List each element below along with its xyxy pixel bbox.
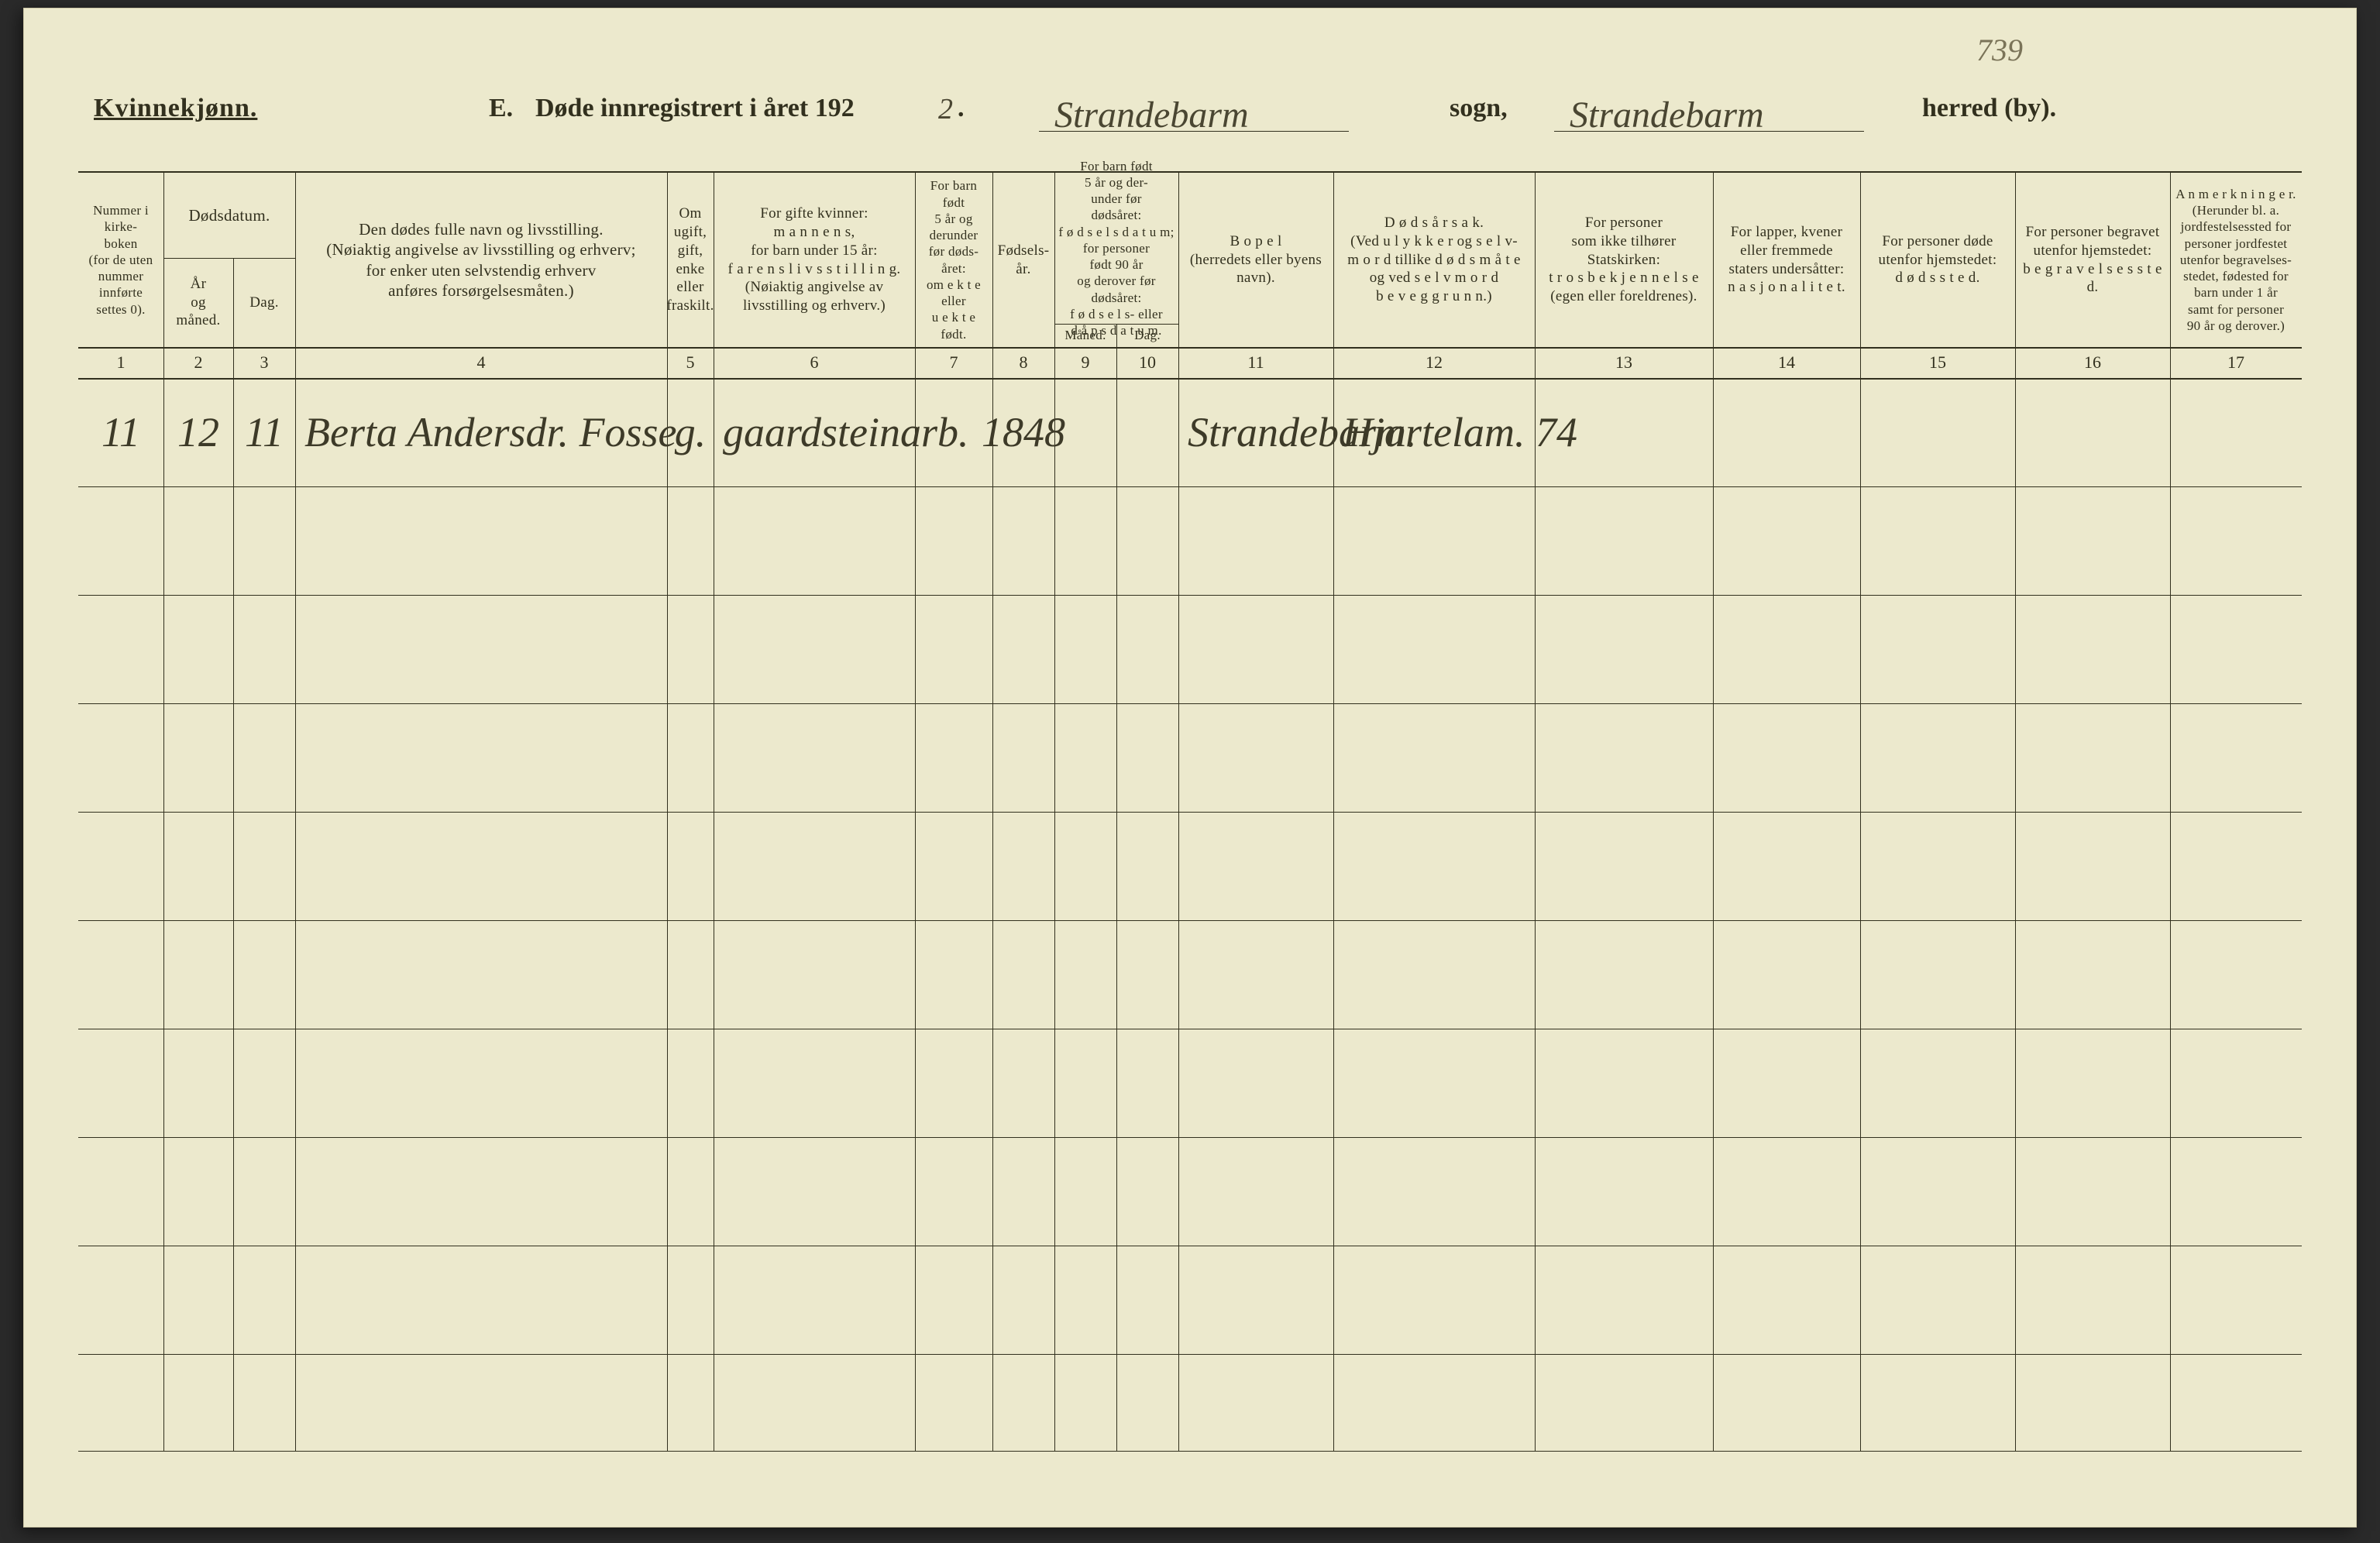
hdr-col-8: Fødsels- år. [992, 173, 1054, 347]
colnum-3: 3 [233, 347, 295, 378]
colnum-6: 6 [714, 347, 915, 378]
title-letter: E. [489, 94, 513, 123]
hdr-col-910-top: For barn født 5 år og der- under før død… [1054, 173, 1178, 324]
colnum-17: 17 [2170, 347, 2302, 378]
colnum-13: 13 [1535, 347, 1713, 378]
colnum-16: 16 [2015, 347, 2170, 378]
colnum-15: 15 [1860, 347, 2015, 378]
colnum-12: 12 [1333, 347, 1535, 378]
colnum-9: 9 [1054, 347, 1116, 378]
hdr-col-15: For personer døde utenfor hjemstedet: d … [1860, 173, 2015, 347]
column-numbers: 1234567891011121314151617 [78, 347, 2302, 380]
cell-r1-c12: Hjartelam. 74 [1333, 401, 1544, 463]
cell-r1-c8: 1848 [992, 401, 1054, 463]
herred-value: Strandebarm [1554, 94, 1864, 132]
hdr-col-3: Dag. [233, 258, 295, 347]
table-header: Nummer i kirke- boken (for de uten numme… [78, 173, 2302, 349]
cell-r1-c2: 12 [163, 401, 233, 463]
hdr-col-11: B o p e l (herredets eller byens navn). [1178, 173, 1333, 347]
hdr-col-17: A n m e r k n i n g e r. (Herunder bl. a… [2170, 173, 2302, 347]
sogn-label: sogn, [1450, 94, 1508, 123]
title-period: . [958, 94, 965, 123]
title-year-hand: 2 [938, 92, 953, 126]
hdr-col-5: Om ugift, gift, enke eller fraskilt. [667, 173, 714, 347]
hdr-col-14: For lapper, kvener eller fremmede stater… [1713, 173, 1860, 347]
cell-r1-c1: 11 [78, 401, 163, 463]
hdr-col-13: For personer som ikke tilhører Statskirk… [1535, 173, 1713, 347]
cell-r1-c11: Strandebarm. [1178, 401, 1343, 463]
cell-r1-c5: g. [667, 401, 714, 463]
colnum-5: 5 [667, 347, 714, 378]
cell-r1-c3: 11 [233, 401, 295, 463]
colnum-10: 10 [1116, 347, 1178, 378]
colnum-11: 11 [1178, 347, 1333, 378]
table-body: 111211Berta Andersdr. Fosseg.gaardsteina… [78, 378, 2302, 1451]
hdr-col-4: Den dødes fulle navn og livsstilling. (N… [295, 173, 667, 347]
hdr-col-6: For gifte kvinner: m a n n e n s, for ba… [714, 173, 915, 347]
colnum-7: 7 [915, 347, 992, 378]
cell-r1-c6: gaardsteinarb. [714, 401, 924, 463]
hdr-col-2: År og måned. [163, 258, 233, 347]
sogn-value: Strandebarm [1039, 94, 1349, 132]
page-content: Kvinnekjønn. E. Døde innregistrert i åre… [78, 40, 2302, 1480]
colnum-14: 14 [1713, 347, 1860, 378]
cell-r1-c4: Berta Andersdr. Fosse [295, 401, 676, 463]
title-row: E. Døde innregistrert i året 192 2 . Str… [78, 94, 2302, 132]
hdr-col-7: For barn født 5 år og derunder før døds-… [915, 173, 992, 347]
herred-label: herred (by). [1922, 94, 2056, 123]
ledger-table: Nummer i kirke- boken (for de uten numme… [78, 171, 2302, 1452]
hdr-col-10: Dag. [1116, 324, 1178, 347]
colnum-8: 8 [992, 347, 1054, 378]
hdr-col-16: For personer begravet utenfor hjemstedet… [2015, 173, 2170, 347]
hdr-col-12: D ø d s å r s a k. (Ved u l y k k e r og… [1333, 173, 1535, 347]
colnum-2: 2 [163, 347, 233, 378]
colnum-1: 1 [78, 347, 163, 378]
hdr-col-1: Nummer i kirke- boken (for de uten numme… [78, 173, 163, 347]
hdr-col-23-top: Dødsdatum. [163, 173, 295, 258]
title-main: Døde innregistrert i året 192 [535, 94, 855, 123]
colnum-4: 4 [295, 347, 667, 378]
hdr-col-9: Måned. [1054, 324, 1116, 347]
document-page: 7 3 9 Kvinnekjønn. E. Døde innregistrert i… [23, 8, 2357, 1528]
